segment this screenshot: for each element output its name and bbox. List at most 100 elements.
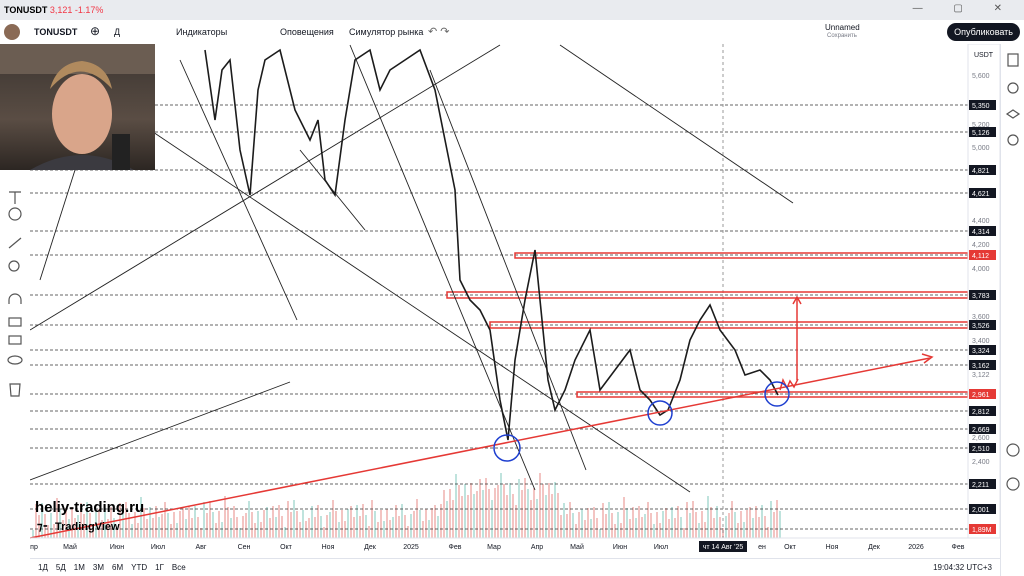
alerts-icon[interactable] <box>1007 82 1019 94</box>
volume-bar <box>434 505 436 538</box>
volume-bar <box>725 516 727 538</box>
watchlist-icon[interactable] <box>1007 53 1019 67</box>
avatar[interactable] <box>4 24 20 40</box>
volume-bar <box>428 520 430 538</box>
volume-bar <box>356 505 358 538</box>
interval[interactable]: Д <box>114 27 121 37</box>
price-label: 4,000 <box>972 266 990 273</box>
compass-icon[interactable] <box>1006 443 1020 457</box>
symbol-search[interactable]: TONUSDT <box>34 27 78 37</box>
volume-bar <box>332 500 334 538</box>
help-icon[interactable] <box>1006 477 1020 491</box>
time-label: Июн <box>110 544 124 551</box>
volume-bar <box>65 508 67 538</box>
volume-bar <box>155 506 157 538</box>
volume-bar <box>251 512 253 538</box>
range-button[interactable]: Все <box>171 563 186 572</box>
volume-bar <box>92 524 94 538</box>
volume-bar <box>233 506 235 538</box>
volume-bar <box>545 495 547 538</box>
visibility-tool[interactable] <box>7 355 23 365</box>
volume-bar <box>623 497 625 538</box>
volume-bar <box>77 515 79 538</box>
trend-line <box>559 44 794 204</box>
volume-bar <box>731 501 733 538</box>
currency-label[interactable]: USDT <box>974 52 994 59</box>
volume-bar <box>551 494 553 538</box>
volume-bar <box>284 527 286 538</box>
time-label: Ноя <box>826 544 839 551</box>
window-controls[interactable]: — ▢ ✕ <box>912 3 1016 14</box>
volume-bar <box>275 517 277 538</box>
volume-bar <box>776 500 778 538</box>
lock-tool-2[interactable] <box>8 335 22 345</box>
price-label: 4,112 <box>972 253 989 260</box>
emoji-tool[interactable] <box>8 207 22 221</box>
trend-lines <box>30 44 794 493</box>
clock-icon[interactable] <box>1007 134 1019 146</box>
add-symbol[interactable]: ⊕ <box>90 24 101 38</box>
time-label: Фев <box>952 544 965 551</box>
volume-bar <box>266 507 268 538</box>
webcam-overlay <box>0 44 155 170</box>
volume-bar <box>203 502 205 538</box>
range-button[interactable]: YTD <box>131 563 148 572</box>
range-button[interactable]: 1М <box>73 563 85 572</box>
volume-bar <box>503 484 505 538</box>
volume-bar <box>578 512 580 538</box>
volume-bar <box>74 518 76 538</box>
price-label: 4,821 <box>972 168 990 175</box>
volume-bar <box>173 512 175 538</box>
alerts-button[interactable]: Оповещения <box>280 27 334 37</box>
volume-bar <box>530 500 532 538</box>
volume-bar <box>302 510 304 538</box>
range-button[interactable]: 3М <box>92 563 104 572</box>
watermark-site: heliy-trading.ru <box>35 499 144 516</box>
volume-bar <box>614 524 616 538</box>
volume-bar <box>257 511 259 538</box>
volume-bar <box>53 524 55 538</box>
range-button[interactable]: 6М <box>112 563 124 572</box>
zigzag <box>779 377 799 391</box>
indicators-button[interactable]: Индикаторы <box>176 27 228 37</box>
volume-bar <box>170 524 172 538</box>
time-label: Фев <box>449 544 462 551</box>
time-label: Мар <box>487 544 501 551</box>
volume-bar <box>647 502 649 538</box>
volume-bar <box>242 516 244 538</box>
trash-tool[interactable] <box>9 383 21 397</box>
volume-bar <box>197 517 199 538</box>
simulator-button[interactable]: Симулятор рынка <box>349 27 424 37</box>
browser-tab[interactable]: TONUSDT 3,121 -1.17% <box>4 5 103 15</box>
volume-bar <box>50 513 52 538</box>
volume-bar <box>404 515 406 538</box>
publish-button[interactable]: Опубликовать <box>947 23 1020 41</box>
ruler-tool[interactable] <box>8 237 22 249</box>
clock[interactable]: 19:04:32 UTC+3 <box>933 563 992 572</box>
volume-bar <box>689 513 691 538</box>
volume-bar <box>695 512 697 538</box>
volume-bar <box>290 512 292 538</box>
lock-tool[interactable] <box>8 317 22 327</box>
layout-name[interactable]: Unnamed <box>825 23 860 32</box>
top-toolbar: TONUSDT ⊕ Д Индикаторы Оповещения Симуля… <box>0 20 1024 45</box>
volume-bar <box>47 525 49 538</box>
text-tool[interactable] <box>9 191 21 204</box>
volume-bar <box>395 505 397 538</box>
volume-bar <box>629 519 631 538</box>
volume-bar <box>68 519 70 538</box>
magnet-tool[interactable] <box>8 293 22 304</box>
time-label: Июл <box>654 544 668 551</box>
volume-bar <box>59 509 61 538</box>
zoom-tool[interactable] <box>8 260 20 272</box>
crosshair-date-bg <box>699 541 747 552</box>
layers-icon[interactable] <box>1005 109 1021 119</box>
range-button[interactable]: 1Г <box>155 563 164 572</box>
undo[interactable]: ↶ ↷ <box>428 26 450 38</box>
range-button[interactable]: 1Д <box>38 563 48 572</box>
volume-bar <box>365 515 367 538</box>
volume-bar <box>485 478 487 538</box>
range-button[interactable]: 5Д <box>55 563 66 572</box>
face <box>52 74 112 154</box>
